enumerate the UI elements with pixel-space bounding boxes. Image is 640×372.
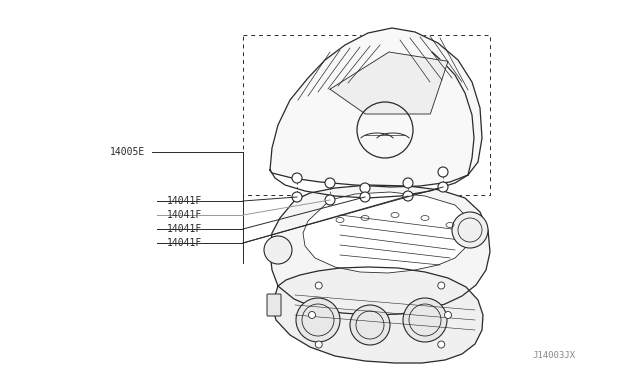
Circle shape xyxy=(403,191,413,201)
Polygon shape xyxy=(270,185,490,315)
Circle shape xyxy=(360,192,370,202)
Polygon shape xyxy=(330,52,448,114)
Circle shape xyxy=(316,282,322,289)
Text: 14041F: 14041F xyxy=(167,210,202,220)
Circle shape xyxy=(292,173,302,183)
Circle shape xyxy=(325,195,335,205)
Polygon shape xyxy=(303,192,470,273)
Circle shape xyxy=(438,182,448,192)
Polygon shape xyxy=(270,28,482,187)
Circle shape xyxy=(264,236,292,264)
Circle shape xyxy=(350,305,390,345)
Circle shape xyxy=(403,298,447,342)
Circle shape xyxy=(296,298,340,342)
Text: 14041F: 14041F xyxy=(167,238,202,248)
Text: 14041F: 14041F xyxy=(167,196,202,206)
Circle shape xyxy=(452,212,488,248)
Text: J14003JX: J14003JX xyxy=(532,351,575,360)
Polygon shape xyxy=(272,267,483,363)
Circle shape xyxy=(445,311,451,318)
Text: 14041F: 14041F xyxy=(167,224,202,234)
Circle shape xyxy=(438,167,448,177)
Circle shape xyxy=(360,183,370,193)
Circle shape xyxy=(316,341,322,348)
Circle shape xyxy=(325,178,335,188)
Circle shape xyxy=(438,341,445,348)
Text: 14005E: 14005E xyxy=(110,147,145,157)
Circle shape xyxy=(308,311,316,318)
Circle shape xyxy=(403,178,413,188)
Circle shape xyxy=(438,282,445,289)
Circle shape xyxy=(292,192,302,202)
FancyBboxPatch shape xyxy=(267,294,281,316)
